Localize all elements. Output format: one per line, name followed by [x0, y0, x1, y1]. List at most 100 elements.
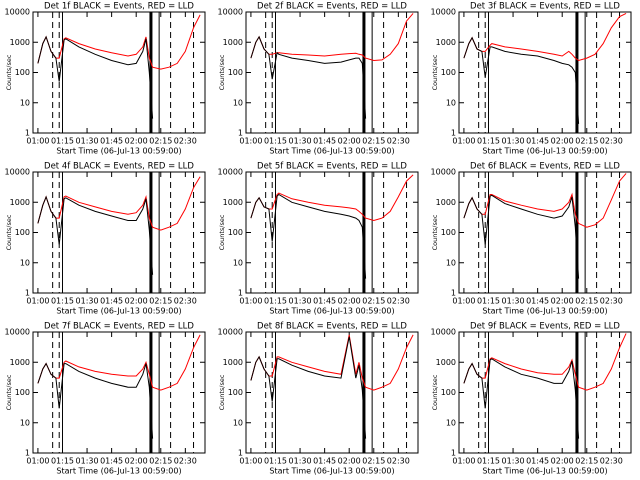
y-axis-label: Counts/sec — [431, 54, 439, 90]
y-tick-label: 100 — [15, 388, 30, 397]
panel: Det 6f BLACK = Events, RED = LLD Start Ti… — [431, 162, 632, 316]
y-axis-label: Counts/sec — [218, 374, 226, 410]
x-tick-label: 02:15 — [575, 137, 598, 146]
chart-title: Det 4f BLACK = Events, RED = LLD — [44, 162, 194, 172]
y-tick-label: 1 — [451, 129, 456, 138]
x-tick-label: 01:15 — [477, 137, 500, 146]
x-tick-label: 01:45 — [313, 137, 336, 146]
y-tick-label: 1000 — [10, 198, 30, 207]
plot-frame — [32, 171, 206, 294]
series-line — [250, 336, 367, 439]
plot-frame — [245, 11, 419, 134]
y-tick-label: 100 — [15, 68, 30, 77]
y-axis-label: Counts/sec — [431, 374, 439, 410]
x-tick-label: 01:15 — [51, 137, 74, 146]
y-axis-label: Counts/sec — [218, 54, 226, 90]
x-tick-label: 01:30 — [76, 137, 99, 146]
y-tick-label: 10 — [446, 418, 456, 427]
y-tick-label: 10000 — [431, 8, 456, 17]
y-tick-label: 10000 — [5, 8, 30, 17]
x-tick-label: 01:00 — [452, 457, 475, 466]
series-line — [463, 194, 580, 279]
y-tick-label: 1000 — [223, 198, 243, 207]
y-tick-label: 1000 — [436, 358, 456, 367]
x-tick-label: 02:30 — [174, 297, 197, 306]
y-tick-label: 10000 — [218, 328, 243, 337]
plot-frame — [458, 11, 632, 134]
chart-title: Det 1f BLACK = Events, RED = LLD — [44, 2, 194, 12]
x-tick-label: 02:30 — [600, 137, 623, 146]
x-tick-label: 02:00 — [125, 137, 148, 146]
x-tick-label: 02:00 — [551, 457, 574, 466]
y-axis-label: Counts/sec — [5, 54, 13, 90]
x-tick-label: 01:15 — [51, 297, 74, 306]
series-line — [250, 193, 367, 279]
x-tick-label: 02:00 — [551, 137, 574, 146]
chart-title: Det 2f BLACK = Events, RED = LLD — [257, 2, 407, 12]
x-axis-label: Start Time (06-Jul-13 00:59:00) — [269, 467, 394, 476]
y-tick-label: 1000 — [10, 358, 30, 367]
x-tick-label: 01:00 — [239, 297, 262, 306]
y-tick-label: 10 — [446, 98, 456, 107]
x-tick-label: 02:30 — [174, 457, 197, 466]
y-tick-label: 10000 — [5, 168, 30, 177]
x-tick-label: 02:15 — [149, 457, 172, 466]
x-tick-label: 02:00 — [125, 457, 148, 466]
x-tick-label: 01:30 — [502, 137, 525, 146]
y-tick-label: 10000 — [5, 328, 30, 337]
plot-frame — [32, 331, 206, 454]
series-line — [463, 358, 580, 439]
x-tick-label: 01:30 — [502, 297, 525, 306]
x-tick-label: 01:45 — [100, 297, 123, 306]
x-axis-label: Start Time (06-Jul-13 00:59:00) — [482, 307, 607, 316]
panel: Det 9f BLACK = Events, RED = LLD Start Ti… — [431, 322, 632, 476]
y-axis-label: Counts/sec — [5, 374, 13, 410]
y-tick-label: 100 — [441, 68, 456, 77]
y-tick-label: 1000 — [10, 38, 30, 47]
y-tick-label: 100 — [15, 228, 30, 237]
plot-frame — [458, 331, 632, 454]
panel: Det 2f BLACK = Events, RED = LLD Start Ti… — [218, 2, 419, 156]
x-tick-label: 01:15 — [264, 297, 287, 306]
x-tick-label: 02:15 — [575, 297, 598, 306]
x-tick-label: 02:00 — [125, 297, 148, 306]
x-axis-label: Start Time (06-Jul-13 00:59:00) — [56, 467, 181, 476]
x-axis-label: Start Time (06-Jul-13 00:59:00) — [482, 147, 607, 156]
x-tick-label: 01:45 — [313, 297, 336, 306]
x-tick-label: 01:30 — [76, 457, 99, 466]
x-axis-label: Start Time (06-Jul-13 00:59:00) — [269, 147, 394, 156]
y-axis-label: Counts/sec — [218, 214, 226, 250]
y-tick-label: 10 — [233, 258, 243, 267]
x-tick-label: 01:45 — [313, 457, 336, 466]
chart-title: Det 9f BLACK = Events, RED = LLD — [470, 322, 620, 332]
x-axis-label: Start Time (06-Jul-13 00:59:00) — [482, 467, 607, 476]
x-tick-label: 02:00 — [551, 297, 574, 306]
y-tick-label: 1 — [451, 289, 456, 298]
x-tick-label: 02:15 — [149, 297, 172, 306]
panel: Det 8f BLACK = Events, RED = LLD Start Ti… — [218, 322, 419, 476]
x-tick-label: 01:15 — [477, 457, 500, 466]
chart-title: Det 7f BLACK = Events, RED = LLD — [44, 322, 194, 332]
x-axis-label: Start Time (06-Jul-13 00:59:00) — [269, 307, 394, 316]
x-tick-label: 02:00 — [338, 297, 361, 306]
x-tick-label: 01:15 — [264, 137, 287, 146]
series-line — [37, 35, 154, 119]
x-tick-label: 02:30 — [600, 297, 623, 306]
plot-frame — [245, 171, 419, 294]
series-line — [37, 195, 154, 275]
x-tick-label: 01:15 — [477, 297, 500, 306]
y-tick-label: 10 — [20, 98, 30, 107]
chart-title: Det 6f BLACK = Events, RED = LLD — [470, 162, 620, 172]
plot-frame — [32, 11, 206, 134]
x-tick-label: 02:15 — [362, 137, 385, 146]
y-tick-label: 100 — [441, 388, 456, 397]
x-tick-label: 01:30 — [289, 297, 312, 306]
x-tick-label: 02:00 — [338, 137, 361, 146]
x-tick-label: 01:30 — [289, 137, 312, 146]
x-tick-label: 01:45 — [100, 457, 123, 466]
x-tick-label: 01:00 — [26, 457, 49, 466]
y-axis-label: Counts/sec — [431, 214, 439, 250]
y-tick-label: 1000 — [223, 38, 243, 47]
x-tick-label: 02:30 — [600, 457, 623, 466]
